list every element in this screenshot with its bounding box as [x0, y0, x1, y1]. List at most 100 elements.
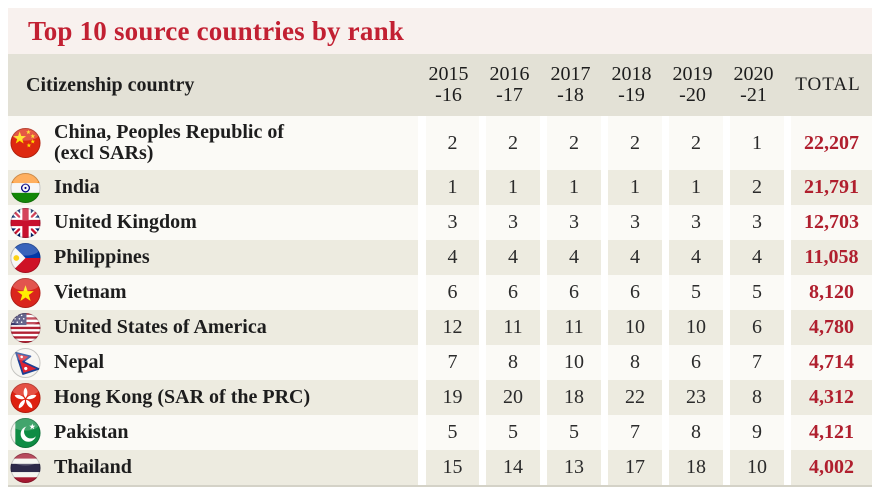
total-cell: 8,120: [784, 275, 872, 310]
united-kingdom-flag-icon: [10, 207, 41, 238]
total-cell: 4,121: [784, 415, 872, 450]
table-row-pakistan: Pakistan 5 5 5 7 8 9 4,121: [8, 415, 872, 450]
rank-cell: 7: [418, 345, 479, 380]
rank-cell: 2: [662, 116, 723, 170]
rank-table-wrap: Citizenship country 2015 -16 2016 -17 2017…: [8, 54, 872, 487]
table-row-nepal: Nepal 7 8 10 8 6 7 4,714: [8, 345, 872, 380]
total-cell: 22,207: [784, 116, 872, 170]
rank-cell: 1: [418, 170, 479, 205]
country-name: Philippines: [54, 246, 150, 268]
rank-cell: 6: [540, 275, 601, 310]
rank-cell: 4: [540, 240, 601, 275]
rank-cell: 3: [418, 205, 479, 240]
rank-cell: 4: [662, 240, 723, 275]
rank-cell: 7: [723, 345, 784, 380]
rank-cell: 3: [540, 205, 601, 240]
rank-cell: 11: [540, 310, 601, 345]
country-cell: China, Peoples Republic of (excl SARs): [8, 116, 418, 170]
rank-cell: 1: [662, 170, 723, 205]
title-band: Top 10 source countries by rank: [8, 8, 872, 54]
country-name: United Kingdom: [54, 211, 197, 233]
rank-cell: 6: [479, 275, 540, 310]
rank-cell: 15: [418, 450, 479, 485]
country-cell: Nepal: [8, 345, 418, 380]
rank-cell: 17: [601, 450, 662, 485]
rank-cell: 5: [723, 275, 784, 310]
rank-cell: 9: [723, 415, 784, 450]
year-header-2015-16: 2015 -16: [418, 54, 479, 116]
rank-cell: 1: [540, 170, 601, 205]
rank-cell: 13: [540, 450, 601, 485]
total-cell: 12,703: [784, 205, 872, 240]
table-row-vietnam: Vietnam 6 6 6 6 5 5 8,120: [8, 275, 872, 310]
nepal-flag-icon: [10, 347, 41, 378]
total-cell: 4,312: [784, 380, 872, 415]
rank-cell: 6: [723, 310, 784, 345]
rank-cell: 8: [723, 380, 784, 415]
country-cell: Vietnam: [8, 275, 418, 310]
rank-cell: 10: [601, 310, 662, 345]
table-row-philippines: Philippines 4 4 4 4 4 4 11,058: [8, 240, 872, 275]
rank-cell: 8: [479, 345, 540, 380]
table-row-china: China, Peoples Republic of (excl SARs) 2…: [8, 116, 872, 170]
country-name: Thailand: [54, 456, 132, 478]
rank-cell: 5: [662, 275, 723, 310]
country-name: China, Peoples Republic of: [54, 121, 285, 143]
total-header: TOTAL: [784, 54, 872, 116]
rank-cell: 6: [662, 345, 723, 380]
rank-cell: 10: [540, 345, 601, 380]
rank-cell: 10: [662, 310, 723, 345]
country-name: Nepal: [54, 351, 104, 373]
country-cell: Pakistan: [8, 415, 418, 450]
country-name: Hong Kong (SAR of the PRC): [54, 386, 311, 408]
table-row-united-kingdom: United Kingdom 3 3 3 3 3 3 12,703: [8, 205, 872, 240]
rank-cell: 2: [723, 170, 784, 205]
philippines-flag-icon: [10, 242, 41, 273]
table-row-hong-kong: Hong Kong (SAR of the PRC) 19 20 18 22 2…: [8, 380, 872, 415]
table-row-india: India 1 1 1 1 1 2 21,791: [8, 170, 872, 205]
rank-cell: 18: [662, 450, 723, 485]
country-name: India: [54, 176, 100, 198]
total-cell: 4,714: [784, 345, 872, 380]
thailand-flag-icon: [10, 452, 41, 483]
rank-cell: 7: [601, 415, 662, 450]
year-header-2017-18: 2017 -18: [540, 54, 601, 116]
hong-kong-flag-icon: [10, 382, 41, 413]
country-name: Vietnam: [54, 281, 127, 303]
rank-cell: 2: [479, 116, 540, 170]
citizenship-country-header: Citizenship country: [8, 54, 418, 116]
usa-flag-icon: [10, 312, 41, 343]
rank-cell: 8: [601, 345, 662, 380]
rank-cell: 19: [418, 380, 479, 415]
rank-cell: 1: [479, 170, 540, 205]
rank-cell: 6: [418, 275, 479, 310]
total-cell: 4,780: [784, 310, 872, 345]
total-cell: 4,002: [784, 450, 872, 485]
rank-cell: 4: [479, 240, 540, 275]
rank-table: Citizenship country 2015 -16 2016 -17 2017…: [8, 54, 872, 485]
country-cell: Hong Kong (SAR of the PRC): [8, 380, 418, 415]
vietnam-flag-icon: [10, 277, 41, 308]
rank-cell: 4: [418, 240, 479, 275]
country-cell: Thailand: [8, 450, 418, 485]
country-name: United States of America: [54, 316, 267, 338]
rank-cell: 4: [723, 240, 784, 275]
total-cell: 11,058: [784, 240, 872, 275]
header-row: Citizenship country 2015 -16 2016 -17 2017…: [8, 54, 872, 116]
china-flag-icon: [10, 127, 41, 159]
country-cell: India: [8, 170, 418, 205]
rank-cell: 3: [601, 205, 662, 240]
rank-cell: 12: [418, 310, 479, 345]
rank-cell: 20: [479, 380, 540, 415]
rank-cell: 8: [662, 415, 723, 450]
year-header-2019-20: 2019 -20: [662, 54, 723, 116]
rank-cell: 3: [723, 205, 784, 240]
rank-cell: 2: [601, 116, 662, 170]
rank-cell: 14: [479, 450, 540, 485]
table-row-thailand: Thailand 15 14 13 17 18 10 4,002: [8, 450, 872, 485]
rank-cell: 5: [540, 415, 601, 450]
rank-cell: 11: [479, 310, 540, 345]
rank-cell: 1: [723, 116, 784, 170]
country-cell: United States of America: [8, 310, 418, 345]
